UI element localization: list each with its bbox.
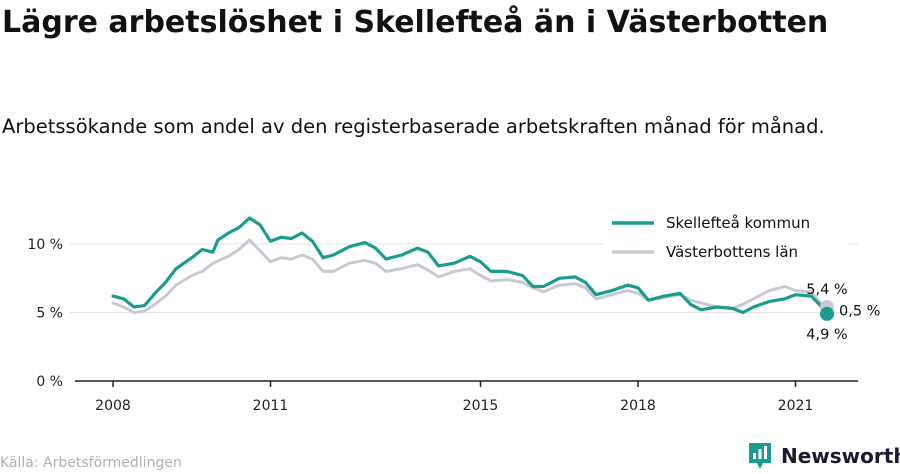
y-tick-label: 0 %	[36, 374, 63, 390]
x-tick-label: 2021	[778, 398, 814, 414]
x-axis: 2008 2011 2015 2018 2021	[75, 380, 858, 414]
end-annotations: 5,4 % 0,5 % 4,9 %	[806, 282, 880, 343]
x-tick-label: 2008	[95, 398, 131, 414]
chart-title: Lägre arbetslöshet i Skellefteå än i Väs…	[2, 5, 829, 40]
y-tick-label: 5 %	[36, 306, 63, 322]
newsworthy-logo[interactable]: Newsworthy	[747, 441, 900, 471]
legend-label-vasterbotten: Västerbottens län	[666, 243, 798, 261]
y-tick-label: 10 %	[27, 237, 63, 253]
series-lines	[111, 216, 834, 321]
series-line-skelleftea	[111, 216, 829, 316]
end-value-label-skelleftea: 4,9 %	[806, 327, 847, 343]
chart-subtitle: Arbetssökande som andel av den registerb…	[2, 115, 825, 138]
legend: Skellefteå kommun Västerbottens län	[604, 206, 848, 268]
series-line-vasterbotten	[111, 238, 829, 314]
x-tick-label: 2018	[620, 398, 656, 414]
newsworthy-logo-icon	[749, 443, 771, 469]
end-value-label-vasterbotten: 5,4 %	[806, 282, 847, 298]
source-note: Källa: Arbetsförmedlingen	[0, 455, 182, 471]
difference-label: 0,5 %	[839, 303, 880, 319]
end-marker-skelleftea	[820, 306, 834, 321]
x-tick-label: 2011	[253, 398, 289, 414]
legend-label-skelleftea: Skellefteå kommun	[666, 214, 810, 232]
y-axis-tick-labels: 0 % 5 % 10 %	[27, 237, 63, 390]
brand-name: Newsworthy	[781, 444, 900, 468]
legend-background	[604, 206, 848, 268]
x-tick-label: 2015	[463, 398, 499, 414]
